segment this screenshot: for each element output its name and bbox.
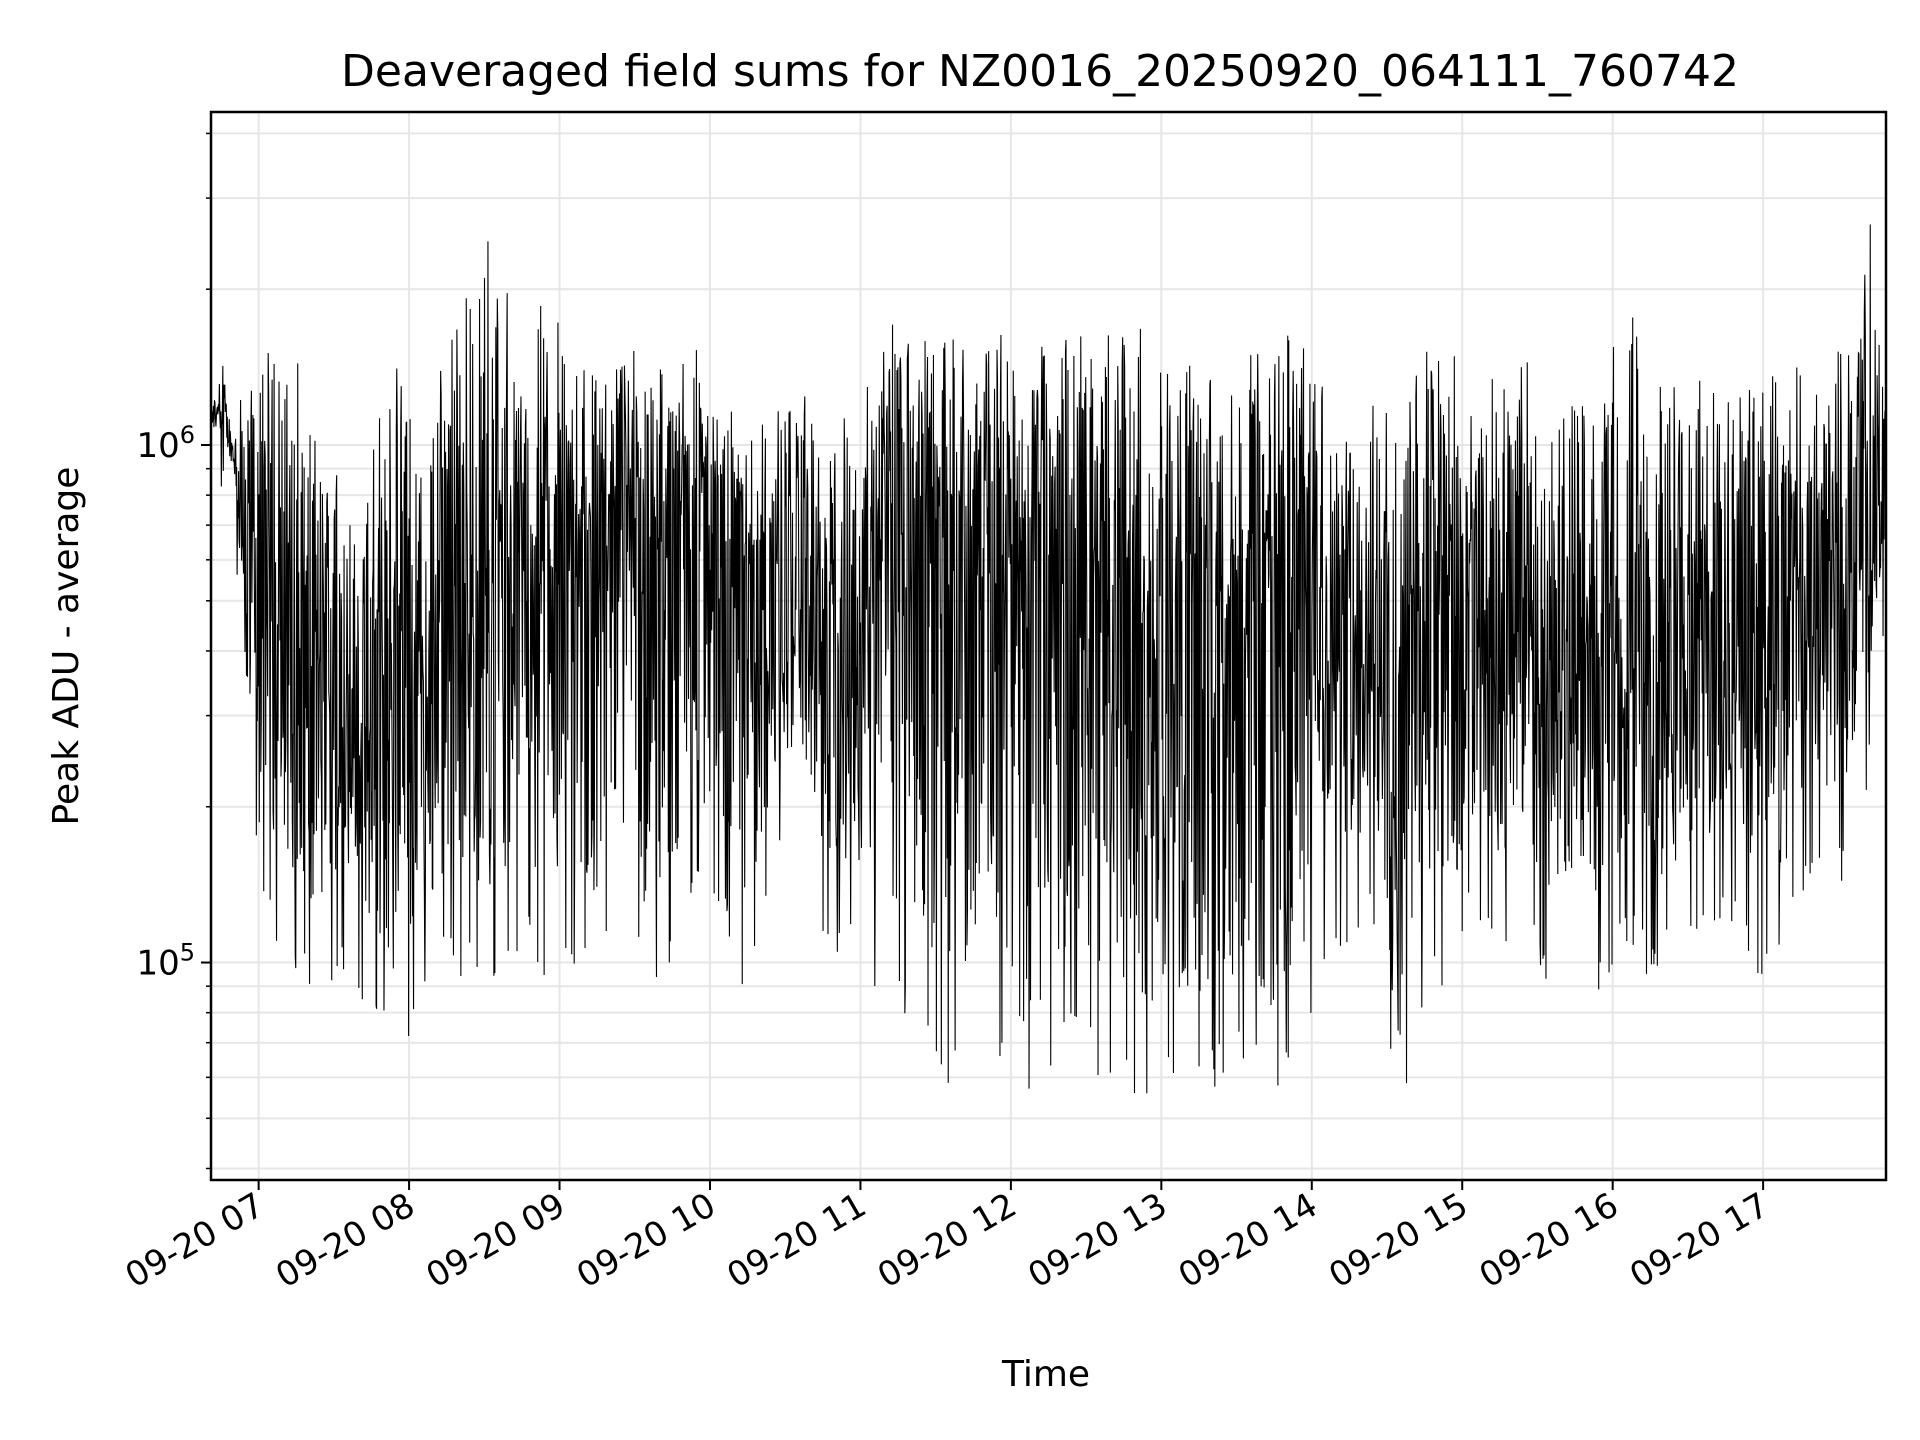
x-axis-title: Time <box>1001 1354 1090 1395</box>
x-tick-label: 09-20 13 <box>1021 1185 1173 1296</box>
x-tick-label: 09-20 14 <box>1172 1185 1324 1296</box>
x-tick-label: 09-20 16 <box>1473 1185 1625 1296</box>
y-tick-label: 106 <box>136 421 195 466</box>
x-tick-label: 09-20 12 <box>871 1185 1023 1296</box>
x-tick-label: 09-20 11 <box>721 1185 873 1296</box>
y-tick-label: 105 <box>136 939 195 984</box>
x-tick-label: 09-20 07 <box>119 1185 271 1296</box>
chart-title: Deaveraged field sums for NZ0016_2025092… <box>341 46 1739 97</box>
x-tick-label: 09-20 10 <box>570 1185 722 1296</box>
series-line <box>210 224 1887 1094</box>
x-tick-label: 09-20 17 <box>1623 1185 1775 1296</box>
x-tick-label: 09-20 08 <box>269 1185 421 1296</box>
y-axis: 105 106 <box>136 132 211 1170</box>
series-path <box>210 224 1887 1094</box>
y-axis-title: Peak ADU - average <box>46 467 87 826</box>
x-tick-label: 09-20 15 <box>1322 1185 1474 1296</box>
x-tick-label: 09-20 09 <box>420 1185 572 1296</box>
plot-frame <box>209 110 1888 1182</box>
